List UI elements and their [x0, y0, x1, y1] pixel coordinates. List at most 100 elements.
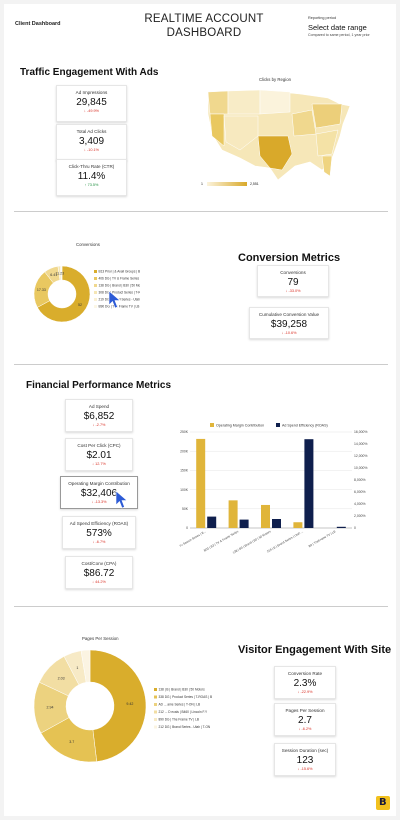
card-value: 11.4% [77, 171, 106, 182]
roas-card[interactable]: Ad Spend Efficiency (ROAS) 573% ↓ -6.7% [62, 516, 136, 549]
card-label: Pages Per Session [285, 708, 325, 713]
session-duration-card[interactable]: Session Duration (sec) 123 ↓ -15.6% [274, 743, 336, 776]
legend-label: 406 DG | TV & Frame Series | T-ONE: [99, 277, 141, 281]
card-change: ↓ -10.6% [281, 331, 297, 335]
legend-swatch [276, 423, 280, 427]
dashboard-page: Client Dashboard REALTIME ACCOUNT DASHBO… [4, 4, 396, 816]
card-change: ↓ -10.1% [84, 148, 99, 152]
donut-slice[interactable] [61, 265, 63, 281]
donut-slice-label: 52 [78, 303, 82, 307]
legend-label: 890 DG | The Frame TV | LB [159, 718, 200, 722]
state-region-northeast [311, 103, 343, 129]
us-choropleth-map[interactable] [200, 84, 360, 189]
section-divider [14, 211, 388, 212]
card-value: $2.01 [86, 450, 112, 461]
legend-swatch [94, 284, 97, 287]
bar-roas[interactable] [304, 439, 314, 528]
donut-slice[interactable] [80, 649, 91, 683]
bar-operating-margin[interactable] [261, 504, 270, 528]
card-label: Cost/Conv (CPA) [81, 561, 117, 566]
state-region-southeast [315, 129, 339, 157]
card-value: $39,258 [270, 319, 308, 330]
card-value: 29,845 [76, 97, 107, 108]
legend-label: B90 DG | The Frame TV | LB [99, 305, 140, 309]
ctr-card[interactable]: Click-Thru Rate (CTR) 11.4% ↑ 73.5% [56, 159, 127, 196]
y-tick-label-left: 200K [180, 449, 189, 453]
map-legend-max: 2,551 [250, 182, 259, 186]
card-change: ↓ -15.6% [297, 767, 313, 771]
card-label: Conversion Rate [287, 671, 323, 676]
legend-label: B13 Prior | & Avail Groups | B662 (L [99, 270, 141, 274]
donut-slices [33, 265, 91, 323]
legend-swatch [94, 270, 97, 273]
bar-roas[interactable] [272, 519, 281, 528]
state-region-florida [321, 155, 333, 177]
y-tick-label-right: 10,000% [354, 466, 367, 470]
legend-swatch [94, 277, 97, 280]
bar-roas[interactable] [207, 516, 217, 528]
section-divider [14, 364, 388, 365]
financial-bar-chart[interactable]: Operating Margin Contribution Ad Spend Ef… [170, 388, 382, 564]
conversion-rate-card[interactable]: Conversion Rate 2.3% ↓ -22.9% [274, 666, 336, 699]
donut-slice-label: 3.7 [69, 740, 74, 744]
card-label: Click-Thru Rate (CTR) [68, 164, 115, 169]
card-value: 123 [296, 755, 314, 766]
card-value: $86.72 [83, 568, 115, 579]
donut-slice-label: 1 [76, 666, 78, 670]
bar-chart-grid [190, 431, 352, 529]
bar-chart-axes: 0 50K 100K 150K 200K 250K 0 2,000% 4,000% 6,000% 8… [180, 430, 367, 530]
y-tick-label-left: 50K [182, 507, 189, 511]
y-tick-label-right: 12,000% [354, 454, 367, 458]
card-change: ↓ 44.2% [92, 580, 106, 584]
total-ad-clicks-card[interactable]: Total Ad Clicks 3,409 ↓ -10.1% [56, 124, 127, 161]
donut-slice-label: 11.23 [55, 271, 64, 275]
bar-chart-x-labels: Tv Search Stores | B...B03 | B3 | TV & F… [179, 529, 337, 554]
map-legend-gradient [207, 182, 247, 186]
donut-slice-label: 2.03 [58, 677, 65, 681]
state-region-midwest [291, 109, 317, 137]
card-change: ↓ -6.7% [92, 540, 106, 544]
cpc-card[interactable]: Cost Per Click (CPC) $2.01 ↓ 12.7% [65, 438, 133, 471]
bar-roas[interactable] [239, 519, 249, 528]
conversions-card[interactable]: Conversions 79 ↓ -33.0% [257, 265, 329, 297]
card-change: ↑ 73.5% [84, 183, 99, 187]
card-label: Conversions [280, 270, 306, 275]
card-change: ↓ -33.0% [285, 289, 301, 293]
card-change: ↓ -49.9% [84, 109, 99, 113]
page-title: REALTIME ACCOUNT DASHBOARD [114, 12, 294, 40]
cpa-card[interactable]: Cost/Conv (CPA) $86.72 ↓ 44.2% [65, 556, 133, 589]
page-title-line2: DASHBOARD [166, 27, 242, 39]
ad-impressions-card[interactable]: Ad Impressions 29,845 ↓ -49.9% [56, 85, 127, 122]
bar-roas[interactable] [336, 526, 346, 528]
donut-slice[interactable] [89, 649, 147, 762]
card-label: Ad Spend Efficiency (ROAS) [69, 521, 129, 526]
comparison-note: Compared to same period, 1 year prior [308, 33, 370, 37]
bar-operating-margin[interactable] [196, 438, 206, 528]
pages-donut-title: Pages Per Session [82, 636, 119, 641]
y-tick-label-right: 4,000% [354, 502, 366, 506]
legend-swatch [154, 718, 157, 721]
card-value: 573% [86, 528, 112, 539]
card-value: $32,406 [80, 488, 118, 499]
bar-operating-margin[interactable] [228, 500, 238, 528]
date-range-selector[interactable]: Select date range [308, 23, 367, 32]
card-label: Cumulative Conversion Value [258, 312, 320, 317]
operating-margin-card[interactable]: Operating Margin Contribution $32,406 ↓ … [60, 476, 138, 509]
legend-label: 212 ... D ecals | B460 | Lincoln F.Y [159, 710, 208, 714]
conversion-value-card[interactable]: Cumulative Conversion Value $39,258 ↓ -1… [249, 307, 329, 339]
donut-legend: 138 | B | Brand | B30 | 50 Motors 338 DG … [154, 688, 212, 729]
legend-label: Operating Margin Contribution [216, 424, 264, 428]
pages-per-session-donut-chart[interactable]: 9.42 3.7 2.94 2.03 1 138 | B | Brand | B30 |… [28, 646, 224, 766]
x-tick-label: 219 | B | Brand Series | Utah ... [266, 529, 304, 553]
y-tick-label-right: 2,000% [354, 514, 366, 518]
ad-spend-card[interactable]: Ad Spend $6,852 ↓ -2.7% [65, 399, 133, 432]
card-label: Ad Impressions [75, 90, 108, 95]
legend-swatch [94, 298, 97, 301]
donut-slice[interactable] [37, 265, 91, 323]
donut-slice-label: 17.33 [37, 288, 46, 292]
conversion-section-title: Conversion Metrics [238, 252, 341, 264]
bar-operating-margin[interactable] [293, 522, 303, 528]
pages-per-session-card[interactable]: Pages Per Session 2.7 ↓ -6.2% [274, 703, 336, 736]
